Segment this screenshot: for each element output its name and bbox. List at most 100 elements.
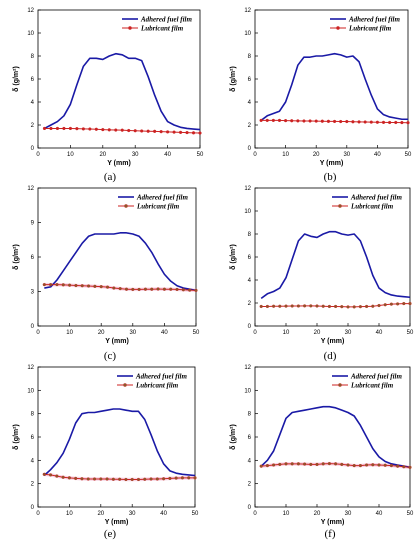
x-tick-label: 50	[192, 511, 199, 517]
lubricant-film-point	[162, 287, 166, 291]
x-tick-label: 30	[129, 511, 136, 517]
x-tick-label: 10	[283, 330, 290, 336]
lubricant-film-point	[174, 476, 178, 480]
lubricant-film-point	[389, 302, 393, 306]
chart-panel: 0 10 20 30 40 50 0 2 4 6 8 10 12 Y (mm) δ (g/m²) Adhere…	[13, 8, 204, 183]
legend-label-adhered: Adhered fuel film	[136, 194, 188, 202]
lubricant-film-point	[402, 301, 406, 306]
lubricant-film-point	[340, 305, 344, 309]
lubricant-film-point	[62, 126, 66, 131]
series-line-adhered-fuel-film	[260, 230, 411, 300]
series-line-adhered-fuel-film	[260, 52, 408, 122]
x-tick-label: 10	[66, 330, 73, 336]
lubricant-film-point	[88, 127, 92, 131]
x-tick-label: 40	[164, 152, 171, 158]
x-tick-label: 30	[345, 330, 352, 336]
y-tick-label: 10	[27, 31, 34, 37]
lubricant-film-point	[290, 119, 294, 123]
lubricant-film-point	[94, 127, 98, 131]
x-tick-label: 30	[129, 330, 136, 336]
lubricant-film-point	[172, 130, 176, 134]
lubricant-film-point	[334, 304, 338, 309]
legend-marker-lubricant	[123, 383, 127, 387]
legend-marker-lubricant	[336, 26, 340, 30]
lubricant-film-point	[61, 475, 65, 479]
lubricant-film-point	[314, 119, 318, 123]
lubricant-film-point	[193, 476, 197, 480]
x-tick-label: 0	[253, 511, 257, 517]
lubricant-film-point	[49, 283, 53, 287]
y-tick-label: 0	[31, 146, 35, 152]
lubricant-film-point	[351, 120, 355, 124]
y-axis-title: δ (g/m²)	[13, 424, 20, 450]
lubricant-film-point	[284, 304, 288, 308]
lubricant-film-point	[309, 304, 313, 308]
legend-label-lubricant: Lubricant film	[140, 25, 184, 33]
lubricant-film-point	[352, 305, 356, 309]
lubricant-film-point	[111, 477, 115, 481]
lubricant-film-point	[406, 121, 410, 125]
legend-label-adhered: Adhered fuel film	[350, 194, 402, 202]
lubricant-film-point	[131, 287, 135, 292]
y-tick-label: 6	[248, 255, 252, 261]
x-axis-title: Y (mm)	[107, 160, 131, 167]
lubricant-film-point	[42, 472, 46, 476]
panel-label: (e)	[104, 528, 117, 540]
legend-label-lubricant: Lubricant film	[136, 203, 180, 211]
x-tick-label: 30	[345, 511, 352, 517]
lubricant-film-point	[302, 119, 306, 123]
lubricant-film-point	[277, 118, 282, 122]
lubricant-film-point	[156, 287, 160, 291]
lubricant-film-point	[309, 462, 313, 467]
lubricant-film-point	[321, 304, 325, 308]
lubricant-film-point	[388, 120, 392, 125]
lubricant-film-point	[303, 304, 307, 308]
lubricant-film-point	[137, 287, 141, 292]
legend-label-lubricant: Lubricant film	[350, 203, 394, 211]
lubricant-film-point	[155, 477, 159, 481]
x-tick-label: 20	[314, 330, 321, 336]
x-tick-label: 40	[161, 330, 168, 336]
y-tick-label: 0	[31, 505, 35, 511]
lubricant-film-point	[265, 304, 269, 309]
lubricant-film-point	[80, 284, 84, 288]
x-tick-label: 0	[253, 152, 257, 158]
lubricant-film-point	[394, 120, 398, 125]
lubricant-film-point	[357, 120, 361, 124]
lubricant-film-point	[290, 462, 294, 466]
lubricant-film-point	[259, 464, 263, 468]
legend-label-adhered: Adhered fuel film	[135, 373, 187, 381]
lubricant-film-point	[303, 462, 307, 466]
x-tick-label: 20	[98, 330, 105, 336]
lubricant-film-point	[265, 118, 269, 122]
legend-marker-lubricant	[338, 204, 342, 208]
y-tick-label: 2	[31, 123, 35, 129]
lubricant-film-point	[140, 129, 144, 133]
x-tick-label: 20	[97, 511, 104, 517]
lubricant-film-point	[101, 128, 105, 132]
panel-label: (b)	[324, 171, 337, 183]
lubricant-film-point	[408, 465, 412, 469]
x-tick-label: 50	[407, 330, 414, 336]
lubricant-film-point	[321, 462, 325, 466]
lubricant-film-point	[365, 304, 369, 309]
lubricant-film-point	[278, 304, 282, 308]
lubricant-film-point	[153, 129, 157, 133]
lubricant-film-point	[149, 477, 153, 481]
chart-panel: 0 10 20 30 40 50 0 2 4 6 8 10 12 Y (mm) δ (g/m²) Adhere…	[230, 365, 414, 540]
lubricant-film-point	[402, 465, 406, 469]
chart-panel: 0 10 20 30 40 50 0 2 4 6 8 10 12 Y (mm) δ (g/m²) Adhere…	[13, 365, 199, 540]
panel-label: (f)	[325, 528, 336, 540]
lubricant-film-point	[55, 474, 59, 478]
lubricant-film-point	[377, 303, 381, 308]
x-tick-label: 20	[313, 152, 320, 158]
lubricant-film-point	[130, 477, 134, 482]
x-tick-label: 30	[132, 152, 139, 158]
lubricant-film-point	[371, 463, 375, 467]
y-tick-label: 12	[27, 365, 34, 371]
lubricant-film-point	[296, 119, 300, 123]
lubricant-film-point	[396, 464, 400, 468]
lubricant-film-point	[81, 127, 85, 131]
legend-label-adhered: Adhered fuel film	[348, 16, 400, 24]
lubricant-film-point	[383, 463, 387, 467]
